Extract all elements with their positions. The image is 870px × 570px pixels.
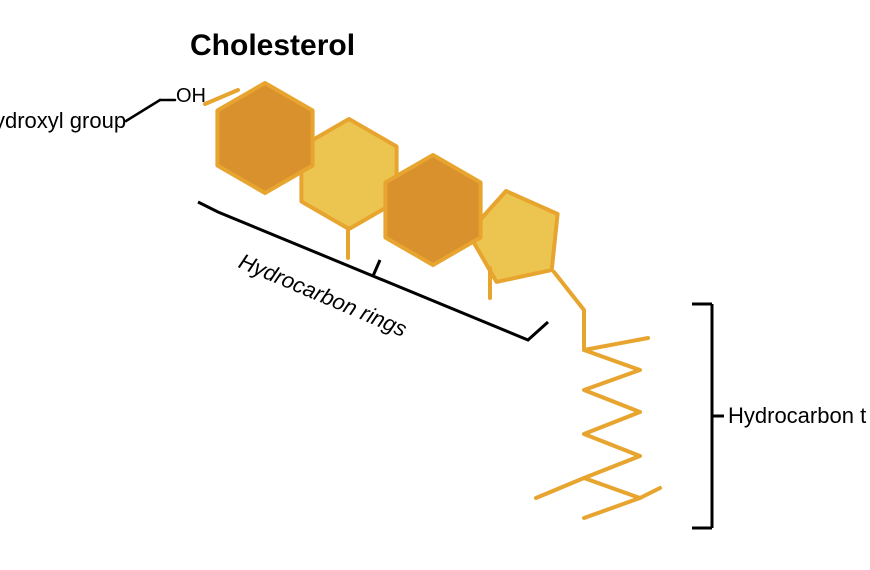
ring-B: [301, 119, 396, 229]
tail-branch-0: [584, 338, 648, 350]
rings-bracket-tick: [373, 260, 380, 276]
label-oh: OH: [176, 85, 206, 107]
label-hydrocarbon-tail: Hydrocarbon t: [728, 403, 866, 428]
label-hydroxyl-group: ydroxyl group: [0, 108, 126, 133]
ring-A: [217, 83, 312, 193]
tail-branch-1: [536, 478, 584, 498]
ring-C: [385, 155, 480, 265]
hydrocarbon-tail: [536, 272, 660, 518]
label-hydrocarbon-rings: Hydrocarbon rings: [235, 248, 410, 341]
cholesterol-diagram: Cholesterol ydroxyl group OH Hydrocarbon ri…: [0, 0, 870, 570]
hydroxyl-leader: [126, 100, 175, 121]
tail-branch-2: [640, 488, 660, 498]
tail-bracket: [692, 304, 724, 528]
hydroxyl-leader-seg-0: [126, 100, 160, 121]
tail-backbone: [554, 272, 640, 518]
diagram-title: Cholesterol: [190, 29, 355, 62]
